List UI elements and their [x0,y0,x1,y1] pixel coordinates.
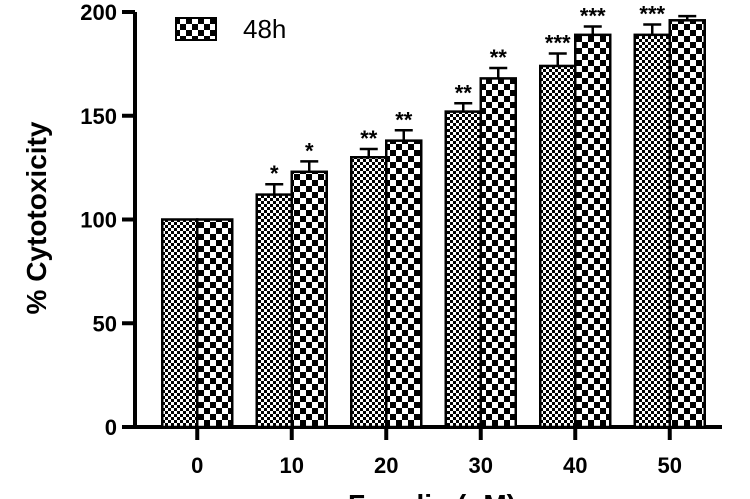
bar [574,33,612,429]
bars: ** ************** *** [161,1,706,429]
significance-marker: ** [455,80,473,105]
x-tick-label: 40 [563,453,587,478]
legend-swatch [175,17,217,41]
significance-marker: *** [580,4,606,29]
x-tick-label: 10 [280,453,304,478]
x-axis: 0 10 20 30 40 50 [133,425,722,478]
significance-marker: * [305,138,314,163]
y-tick-label: 200 [80,0,117,25]
x-tick-label: 20 [374,453,398,478]
bar [444,110,482,429]
bar [633,33,671,429]
bar [385,139,423,429]
significance-marker: * [270,161,279,186]
significance-marker: *** [639,1,665,26]
y-tick-label: 50 [93,311,117,336]
x-axis-title: Fraxdin (μM) [348,489,516,499]
y-axis-title: % Cytotoxicity [21,121,52,314]
bar [255,193,293,429]
x-tick-label: 50 [658,453,682,478]
bar [290,170,328,429]
bar [479,77,517,429]
legend: 48h [175,14,286,44]
significance-marker: ** [395,107,413,132]
bar [668,19,706,429]
bar [539,64,577,429]
bar [350,156,388,429]
y-axis: 0 50 100 150 200 [80,0,137,440]
x-tick-label: 0 [191,453,203,478]
significance-marker: ** [360,126,378,151]
x-tick-label: 30 [469,453,493,478]
bar [161,218,199,429]
bar [196,218,234,429]
y-tick-label: 100 [80,208,117,233]
significance-marker: *** [545,31,571,56]
y-tick-label: 150 [80,104,117,129]
legend-label: 48h [243,14,286,44]
significance-marker: ** [490,45,508,70]
y-tick-label: 0 [105,415,117,440]
